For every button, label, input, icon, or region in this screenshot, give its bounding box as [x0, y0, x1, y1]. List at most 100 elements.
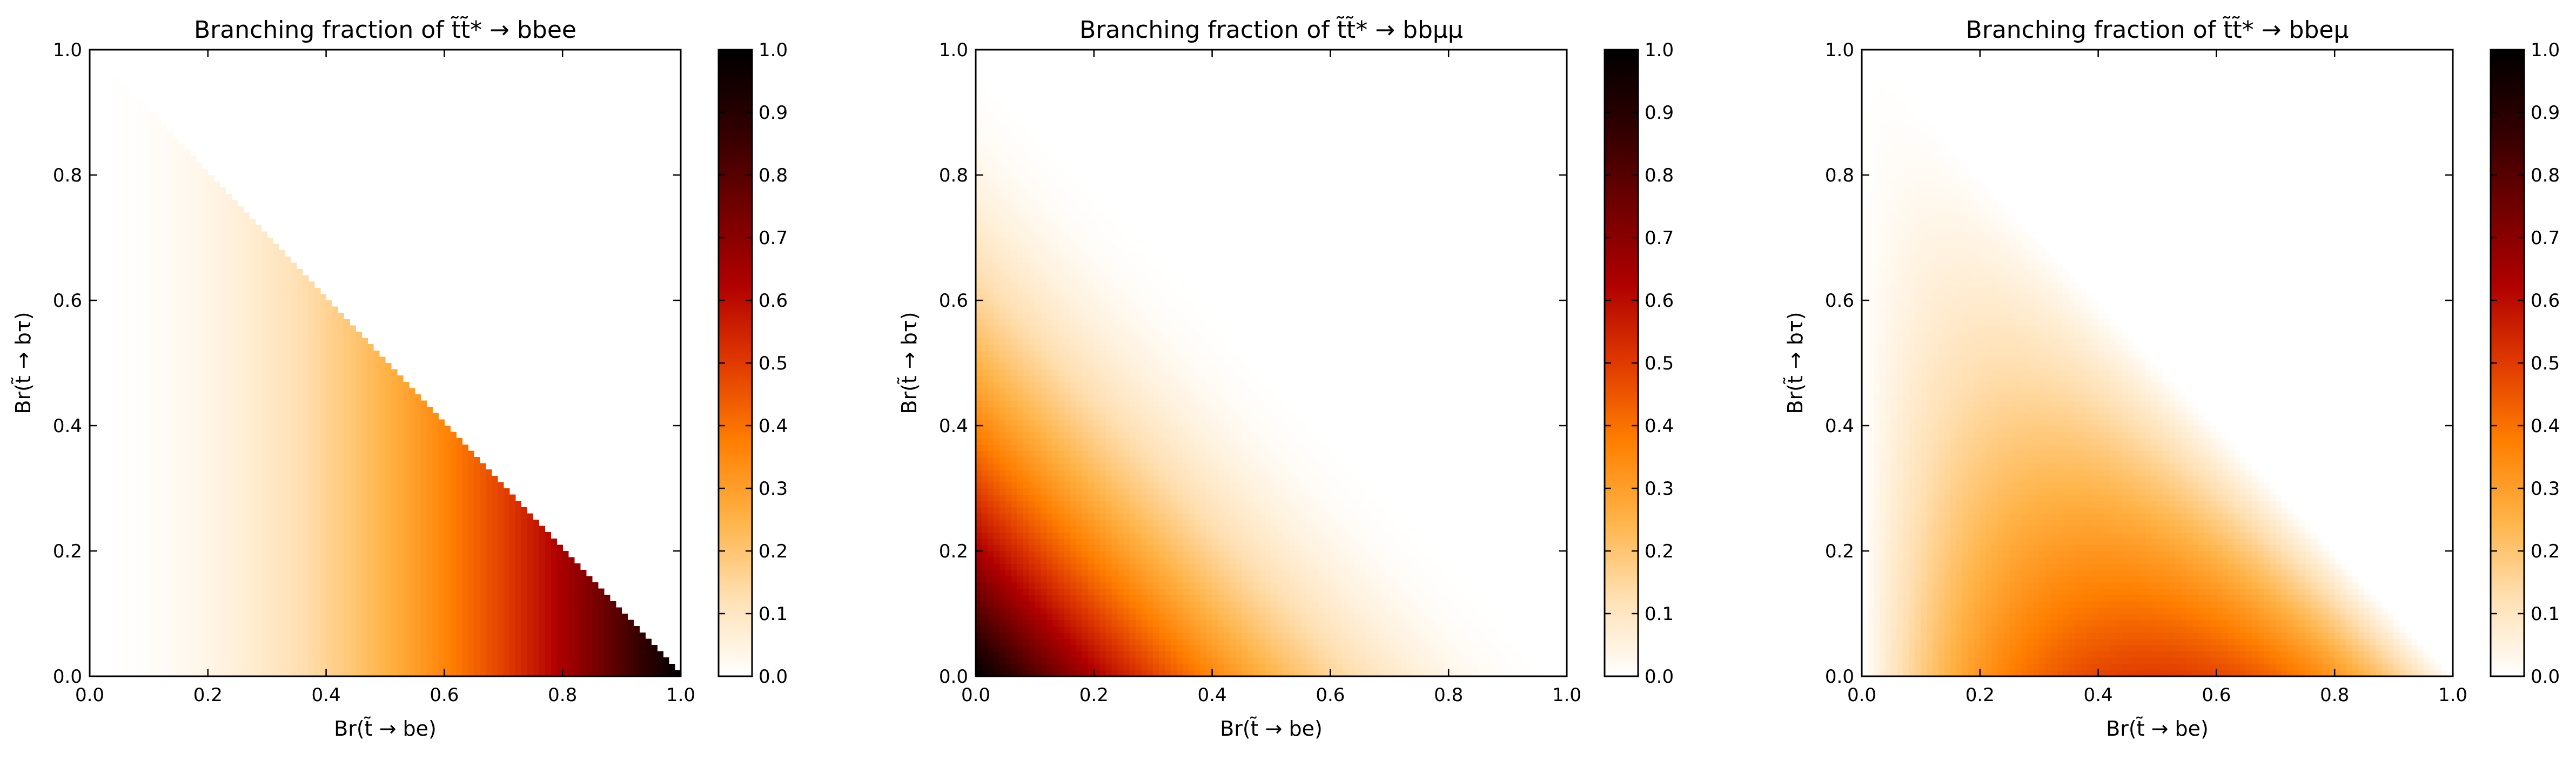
heatmap-cell	[190, 651, 197, 658]
heatmap-cell	[131, 595, 138, 602]
heatmap-cell	[95, 200, 102, 207]
heatmap-cell	[290, 657, 297, 664]
heatmap-cell	[438, 438, 445, 445]
heatmap-cell	[225, 300, 232, 307]
heatmap-cell	[184, 181, 191, 188]
heatmap-cell	[231, 507, 238, 514]
heatmap-cell	[119, 281, 126, 288]
heatmap-cell	[314, 601, 321, 608]
heatmap-cell	[267, 601, 273, 608]
heatmap-cell	[462, 601, 468, 608]
heatmap-cell	[397, 426, 404, 433]
heatmap-cell	[160, 501, 167, 508]
heatmap-cell	[367, 645, 374, 652]
heatmap-cell	[113, 300, 120, 307]
heatmap-cell	[397, 520, 404, 527]
heatmap-cell	[137, 388, 144, 395]
heatmap-cell	[267, 400, 273, 407]
heatmap-cell	[385, 645, 392, 652]
heatmap-cell	[320, 475, 327, 482]
heatmap-cell	[338, 526, 345, 533]
heatmap-cell	[113, 131, 120, 138]
heatmap-cell	[367, 670, 374, 677]
heatmap-cell	[213, 181, 220, 188]
heatmap-cell	[273, 281, 279, 288]
heatmap-cell	[178, 645, 185, 652]
heatmap-cell	[155, 532, 161, 539]
heatmap-cell	[113, 551, 120, 558]
heatmap-cell	[119, 520, 126, 527]
heatmap-cell	[231, 501, 238, 508]
heatmap-cell	[113, 419, 120, 426]
heatmap-cell	[166, 475, 173, 482]
heatmap-cell	[408, 563, 415, 570]
heatmap-cell	[273, 632, 279, 639]
heatmap-cell	[255, 363, 261, 370]
heatmap-cell	[408, 520, 415, 527]
heatmap-cell	[149, 206, 155, 213]
heatmap-cell	[137, 620, 144, 627]
heatmap-cell	[172, 670, 179, 677]
heatmap-cell	[90, 281, 96, 288]
heatmap-cell	[332, 538, 339, 545]
heatmap-cell	[95, 112, 102, 119]
heatmap-cell	[338, 651, 345, 658]
heatmap-cell	[119, 601, 126, 608]
heatmap-cell	[450, 526, 457, 533]
heatmap-cell	[397, 463, 404, 470]
heatmap-cell	[491, 576, 498, 583]
heatmap-cell	[178, 244, 185, 251]
heatmap-cell	[101, 332, 108, 339]
heatmap-cell	[155, 294, 161, 301]
heatmap-cell	[231, 469, 238, 476]
heatmap-cell	[219, 657, 226, 664]
heatmap-cell	[243, 313, 250, 320]
heatmap-cell	[539, 663, 545, 670]
heatmap-cell	[172, 595, 179, 602]
heatmap-cell	[332, 475, 339, 482]
heatmap-cell	[462, 513, 468, 520]
heatmap-cell	[285, 357, 291, 364]
heatmap-cell	[196, 614, 203, 621]
heatmap-cell	[645, 670, 652, 677]
heatmap-cell	[190, 306, 197, 313]
heatmap-cell	[107, 626, 114, 633]
heatmap-cell	[243, 219, 250, 226]
heatmap-cell	[184, 225, 191, 232]
heatmap-cell	[290, 538, 297, 545]
heatmap-cell	[267, 576, 273, 583]
heatmap-cell	[166, 620, 173, 627]
heatmap-cell	[131, 263, 138, 270]
heatmap-cell	[332, 482, 339, 489]
heatmap-cell	[267, 513, 273, 520]
heatmap-cell	[468, 607, 474, 614]
heatmap-cell	[190, 469, 197, 476]
heatmap-cell	[485, 544, 492, 551]
heatmap-cell	[213, 507, 220, 514]
heatmap-cell	[155, 544, 161, 551]
heatmap-cell	[149, 319, 155, 326]
heatmap-cell	[350, 381, 356, 388]
heatmap-cell	[373, 544, 380, 551]
heatmap-cell	[184, 162, 191, 169]
heatmap-cell	[184, 494, 191, 501]
heatmap-cell	[403, 645, 410, 652]
heatmap-cell	[391, 670, 398, 677]
heatmap-cell	[207, 595, 214, 602]
heatmap-cell	[172, 319, 179, 326]
heatmap-cell	[95, 187, 102, 194]
heatmap-cell	[480, 482, 486, 489]
heatmap-cell	[219, 638, 226, 645]
heatmap-cell	[545, 551, 551, 558]
heatmap-cell	[255, 651, 261, 658]
heatmap-cell	[320, 494, 327, 501]
heatmap-cell	[332, 357, 339, 364]
heatmap-cell	[178, 450, 185, 458]
heatmap-cell	[172, 419, 179, 426]
heatmap-cell	[202, 607, 209, 614]
heatmap-cell	[184, 212, 191, 219]
heatmap-cell	[468, 645, 474, 652]
heatmap-cell	[403, 413, 410, 420]
heatmap-cell	[202, 413, 209, 420]
heatmap-cell	[267, 250, 273, 257]
